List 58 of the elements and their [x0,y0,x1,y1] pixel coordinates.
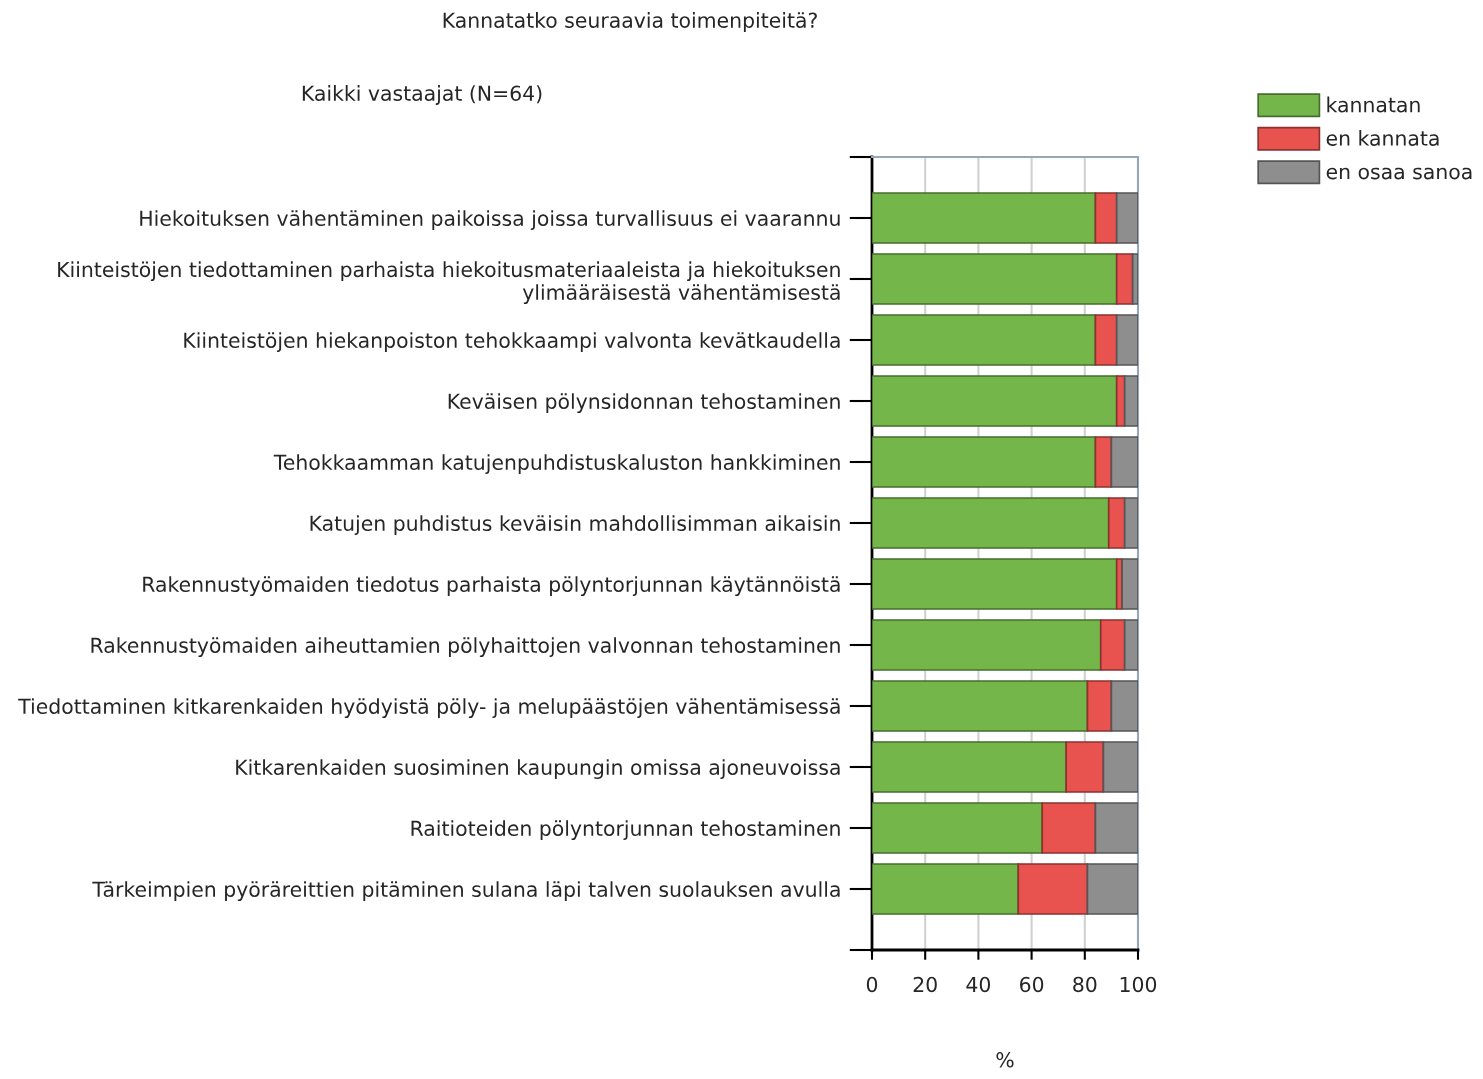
bar [872,192,1097,244]
bar [1115,253,1134,305]
bar [1110,436,1138,488]
legend-label: kannatan [1327,96,1420,113]
bar [872,741,1068,793]
bar [1102,741,1138,793]
legend-label: en kannata [1326,130,1439,146]
bar [1107,497,1126,549]
bar [872,802,1044,854]
x-axis-title: % [996,1052,1014,1068]
bar [1099,619,1126,671]
bar [1123,619,1138,671]
bar [1121,558,1138,610]
text: Kaikki vastaajat (N=64) [302,85,542,105]
y-tick-label: Kiinteistöjen tiedottaminen parhaista hiekoitusmateriaaleista ja hiekoituksen ylimääräisestä vähentämisestä [58,261,840,304]
x-tick-label: 60 [1020,976,1044,993]
bar [872,497,1110,549]
x-tick-label: 100 [1120,976,1157,993]
x-tick-label: 20 [913,976,937,993]
bar [1065,741,1105,793]
bar [872,863,1020,915]
bar [872,680,1089,732]
y-tick-label: Kiinteistöjen hiekanpoiston tehokkaampi valvonta kevätkaudella [184,332,840,352]
bar [1086,680,1113,732]
bar [1094,802,1138,854]
y-tick-label: Tiedottaminen kitkarenkaiden hyödyistä pöly- ja melupäästöjen vähentämisessä [18,698,840,718]
bar [872,375,1118,427]
bar [1094,314,1118,366]
bar [1041,802,1097,854]
y-tick-label: Raitioteiden pölyntorjunnan tehostaminen [411,820,840,840]
text: Kannatatko seuraavia toimenpiteitä? [443,12,817,32]
bar [1123,497,1138,549]
bar [872,436,1097,488]
x-tick-label: 80 [1073,976,1097,993]
x-tick-label: 0 [866,976,878,993]
x-tick-label: 40 [966,976,991,993]
y-tick-label: Keväisen pölynsidonnan tehostaminen [448,393,840,413]
legend-label: en osaa sanoa [1326,167,1472,180]
bar [1123,375,1138,427]
y-tick-label: Kitkarenkaiden suosiminen kaupungin omissa ajoneuvoissa [236,759,840,779]
bar [1086,863,1138,915]
bar [1131,253,1138,305]
bar [1115,314,1138,366]
bar [1017,863,1089,915]
bar [872,558,1118,610]
y-tick-label: Tehokkaamman katujenpuhdistuskaluston hankkiminen [273,454,840,474]
bar [1094,436,1113,488]
y-tick-label: Tärkeimpien pyöräreittien pitäminen sulana läpi talven suolauksen avulla [92,881,840,901]
bar [872,619,1102,671]
bar [872,314,1097,366]
y-tick-label: Rakennustyömaiden tiedotus parhaista pölyntorjunnan käytännöistä [143,576,840,596]
y-tick-label: Hiekoituksen vähentäminen paikoissa joissa turvallisuus ei vaarannu [140,210,840,230]
y-tick-label: Rakennustyömaiden aiheuttamien pölyhaittojen valvonnan tehostaminen [91,637,840,657]
bar [1115,192,1138,244]
bar [1110,680,1138,732]
bar [1094,192,1118,244]
y-tick-label: Katujen puhdistus keväisin mahdollisimman aikaisin [310,515,840,535]
bar [872,253,1118,305]
